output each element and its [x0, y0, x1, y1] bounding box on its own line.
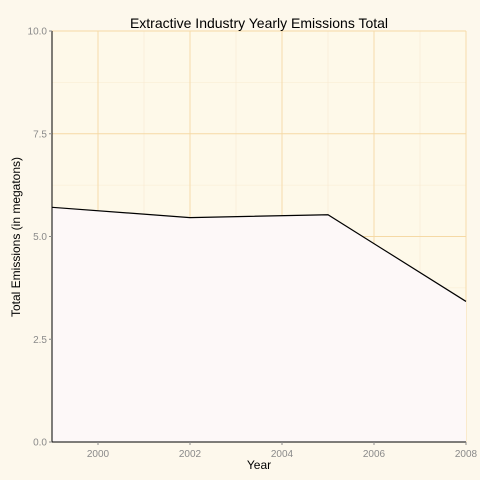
y-tick-label: 2.5 [33, 335, 47, 346]
y-tick-label: 0.0 [33, 438, 47, 449]
chart-title: Extractive Industry Yearly Emissions Tot… [130, 15, 388, 31]
y-tick-label: 5.0 [33, 232, 47, 243]
y-tick-label: 10.0 [28, 27, 48, 38]
x-tick-label: 2002 [179, 449, 202, 460]
emissions-line [51, 206, 467, 302]
x-tick-label: 2000 [87, 449, 110, 460]
x-axis-title: Year [247, 458, 271, 472]
x-tick-label: 2008 [455, 449, 478, 460]
emissions-area [52, 207, 466, 442]
y-axis-ticks: 0.0 2.5 5.0 7.5 10.0 [28, 27, 52, 449]
x-tick-label: 2006 [363, 449, 386, 460]
x-axis-ticks: 2000 2002 2004 2006 2008 [87, 442, 478, 460]
y-axis-title: Total Emissions (in megatons) [9, 157, 23, 317]
y-tick-label: 7.5 [33, 129, 47, 140]
x-tick-label: 2004 [271, 449, 294, 460]
